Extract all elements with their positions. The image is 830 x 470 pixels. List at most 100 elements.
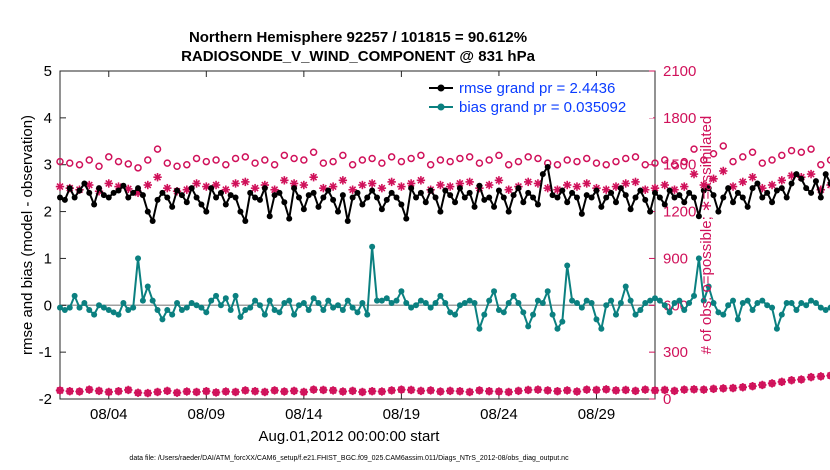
- obs-assimilated-lower-marker: [85, 385, 94, 394]
- rmse-marker: [617, 185, 624, 192]
- obs-assimilated-lower-marker: [728, 383, 738, 393]
- obs-assimilated-lower-marker: [484, 386, 494, 396]
- obs-possible-marker: [417, 151, 425, 160]
- bias-marker: [315, 299, 322, 306]
- rmse-marker: [461, 194, 468, 201]
- bias-marker: [91, 311, 98, 318]
- obs-assimilated-marker: [680, 182, 689, 191]
- bias-marker: [725, 302, 732, 309]
- y-left-tick-label: -1: [39, 344, 52, 361]
- obs-assimilated-lower-marker: [465, 387, 474, 397]
- obs-assimilated-lower-marker: [680, 385, 689, 394]
- legend-rmse-label: rmse grand pr = 2.4436: [459, 80, 615, 97]
- rmse-marker: [286, 215, 293, 222]
- bias-marker: [442, 299, 449, 306]
- bias-marker: [564, 262, 571, 269]
- bias-marker: [344, 297, 351, 304]
- rmse-marker: [593, 187, 600, 194]
- rmse-marker: [378, 206, 385, 213]
- bias-marker: [812, 299, 819, 306]
- obs-possible-marker: [807, 145, 815, 153]
- rmse-marker: [71, 194, 78, 201]
- rmse-marker: [812, 178, 819, 185]
- bias-marker: [612, 311, 619, 318]
- rmse-marker: [369, 187, 376, 194]
- rmse-marker: [281, 199, 288, 206]
- obs-possible-marker: [387, 153, 396, 161]
- obs-assimilated-lower-marker: [65, 386, 74, 396]
- obs-assimilated-lower-marker: [270, 386, 279, 395]
- rmse-marker: [578, 210, 585, 217]
- bias-marker: [66, 304, 73, 311]
- obs-possible-marker: [534, 154, 542, 163]
- bias-marker: [505, 299, 512, 306]
- bias-marker: [115, 311, 122, 318]
- obs-possible-marker: [368, 154, 376, 163]
- bias-marker: [354, 309, 361, 316]
- bias-marker: [193, 302, 200, 309]
- obs-assimilated-lower-marker: [572, 387, 582, 396]
- y-right-tick-label: 2100: [663, 63, 696, 80]
- rmse-marker: [437, 208, 444, 215]
- rmse-marker: [105, 194, 112, 201]
- rmse-marker: [208, 185, 215, 192]
- bias-marker: [817, 304, 824, 311]
- bias-marker: [510, 292, 517, 299]
- obs-possible-marker: [358, 156, 367, 164]
- obs-assimilated-marker: [445, 182, 455, 191]
- rmse-marker: [320, 194, 327, 201]
- obs-possible-marker: [192, 154, 201, 163]
- rmse-marker: [515, 185, 522, 192]
- bias-marker: [247, 304, 254, 311]
- y-left-tick-label: 0: [44, 297, 52, 314]
- obs-assimilated-lower-marker: [309, 385, 318, 394]
- obs-assimilated-lower-marker: [514, 386, 523, 396]
- obs-assimilated-marker: [387, 177, 396, 187]
- rmse-marker: [681, 199, 688, 206]
- bias-marker: [154, 306, 161, 313]
- bias-marker: [388, 299, 395, 306]
- obs-assimilated-lower-marker: [631, 386, 640, 396]
- obs-assimilated-marker: [397, 182, 406, 191]
- obs-assimilated-marker: [699, 180, 708, 190]
- rmse-marker: [96, 185, 103, 192]
- rmse-marker: [730, 199, 737, 206]
- bias-marker: [374, 297, 381, 304]
- bias-marker: [491, 288, 498, 295]
- bias-marker: [105, 306, 112, 313]
- obs-assimilated-marker: [602, 185, 611, 194]
- rmse-marker: [500, 194, 507, 201]
- rmse-marker: [627, 206, 634, 213]
- rmse-marker: [403, 215, 410, 222]
- bias-marker: [393, 297, 400, 304]
- obs-possible-marker: [553, 160, 562, 169]
- obs-possible-marker: [495, 151, 503, 160]
- obs-possible-marker: [251, 159, 259, 167]
- obs-assimilated-lower-marker: [758, 380, 767, 390]
- obs-possible-marker: [524, 153, 532, 161]
- obs-assimilated-marker: [465, 177, 474, 187]
- bias-marker: [544, 288, 551, 295]
- rmse-marker: [222, 201, 229, 208]
- rmse-marker: [725, 185, 732, 192]
- rmse-marker: [642, 196, 649, 203]
- bias-marker: [369, 243, 376, 250]
- obs-assimilated-lower-marker: [660, 385, 669, 395]
- obs-assimilated-lower-marker: [504, 387, 513, 397]
- bias-marker: [334, 302, 341, 309]
- obs-assimilated-lower-marker: [377, 387, 387, 396]
- rmse-marker: [647, 208, 654, 215]
- obs-possible-marker: [290, 154, 298, 163]
- rmse-marker: [383, 196, 390, 203]
- obs-assimilated-lower-marker: [816, 372, 826, 381]
- rmse-marker: [183, 199, 190, 206]
- obs-possible-marker: [66, 159, 74, 167]
- obs-assimilated-lower-marker: [543, 386, 552, 395]
- obs-assimilated-marker: [406, 179, 416, 188]
- rmse-marker: [86, 189, 93, 196]
- obs-possible-marker: [95, 162, 103, 171]
- bias-marker: [403, 299, 410, 306]
- rmse-marker: [749, 185, 756, 192]
- bias-marker: [266, 297, 273, 304]
- rmse-marker: [188, 185, 195, 192]
